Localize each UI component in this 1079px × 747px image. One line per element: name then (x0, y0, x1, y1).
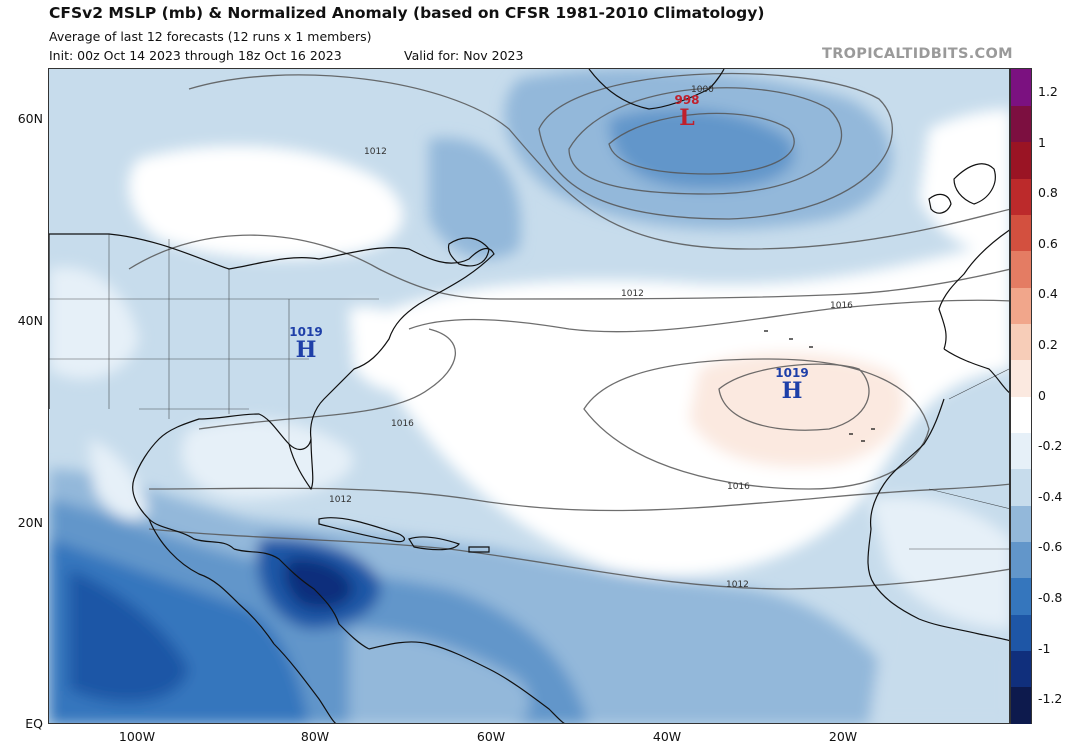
colorbar-tick-label: 0.4 (1038, 286, 1058, 302)
colorbar-segment (1011, 178, 1031, 215)
colorbar-segment (1011, 577, 1031, 615)
coastlines (49, 69, 1009, 723)
lon-label: 40W (652, 729, 682, 744)
colorbar-segment (1011, 505, 1031, 542)
colorbar-segment (1011, 614, 1031, 651)
colorbar-segment (1011, 250, 1031, 288)
lon-label: 80W (300, 729, 330, 744)
low-center-letter: L (679, 105, 695, 131)
colorbar-segment (1011, 105, 1031, 143)
high-center-us-letter: H (295, 337, 317, 363)
colorbar-tick-label: 1.2 (1038, 84, 1058, 99)
colorbar-segment (1011, 359, 1031, 397)
map-subtitle: Average of last 12 forecasts (12 runs x … (49, 29, 372, 44)
colorbar-segment (1011, 686, 1031, 724)
colorbar-segment (1011, 432, 1031, 470)
colorbar-segment (1011, 541, 1031, 579)
high-center-us-value: 1019 (289, 325, 323, 339)
colorbar-tick-label: 0.6 (1038, 235, 1058, 251)
colorbar-segment (1011, 141, 1031, 179)
colorbar-segment (1011, 287, 1031, 324)
contour-label: 1012 (364, 147, 387, 157)
colorbar-segment (1011, 323, 1031, 361)
contour-label: 1012 (329, 495, 352, 505)
contour-label: 1016 (830, 301, 853, 311)
init-time: Init: 00z Oct 14 2023 through 18z Oct 16… (49, 48, 342, 63)
lon-label: 60W (476, 729, 506, 744)
colorbar-segment (1011, 214, 1031, 252)
colorbar-tick-label: 0.2 (1038, 337, 1058, 352)
lat-label: 20N (17, 515, 43, 530)
low-center-value: 998 (674, 93, 700, 107)
lat-label: 40N (17, 313, 43, 328)
map-title: CFSv2 MSLP (mb) & Normalized Anomaly (ba… (49, 4, 765, 22)
colorbar-tick-label: 1 (1038, 134, 1046, 150)
borders (49, 234, 1009, 550)
map-panel: 998 L 1019 H 1019 H 1000 1012 1012 1016 … (48, 68, 1010, 724)
colorbar-tick-label: -1.2 (1038, 691, 1063, 707)
isobar-1012-north (128, 234, 1009, 300)
brand-watermark[interactable]: TROPICALTIDBITS.COM (822, 46, 1013, 62)
colorbar-segment (1011, 468, 1031, 506)
colorbar-tick-label: -1 (1038, 640, 1051, 656)
colorbar-tick-label: -0.4 (1038, 488, 1063, 504)
colorbar (1010, 68, 1032, 724)
lat-label: EQ (25, 716, 43, 731)
colorbar-tick-label: -0.8 (1038, 590, 1063, 605)
colorbar-tick-label: 0.8 (1038, 185, 1058, 201)
lat-label: 60N (17, 111, 43, 126)
isobar-1016-east (583, 358, 930, 490)
high-center-atl-letter: H (781, 378, 803, 404)
isobars (128, 72, 1009, 590)
lon-label: 100W (118, 729, 156, 744)
contour-label: 1012 (726, 580, 749, 590)
colorbar-segment (1011, 69, 1031, 106)
colorbar-tick-label: -0.2 (1038, 438, 1063, 454)
anomaly-field (49, 69, 1009, 723)
valid-time: Valid for: Nov 2023 (404, 48, 524, 63)
contour-label: 1016 (727, 482, 750, 492)
lon-label: 20W (828, 729, 858, 744)
colorbar-tick-label: 0 (1038, 387, 1046, 403)
contour-label: 1000 (691, 85, 714, 95)
contour-label: 1016 (391, 419, 414, 429)
high-center-atl-value: 1019 (775, 366, 809, 380)
colorbar-segment (1011, 396, 1031, 433)
colorbar-segment (1011, 650, 1031, 688)
colorbar-tick-label: -0.6 (1038, 539, 1063, 555)
contour-label: 1012 (621, 289, 644, 299)
map-canvas (49, 69, 1009, 723)
